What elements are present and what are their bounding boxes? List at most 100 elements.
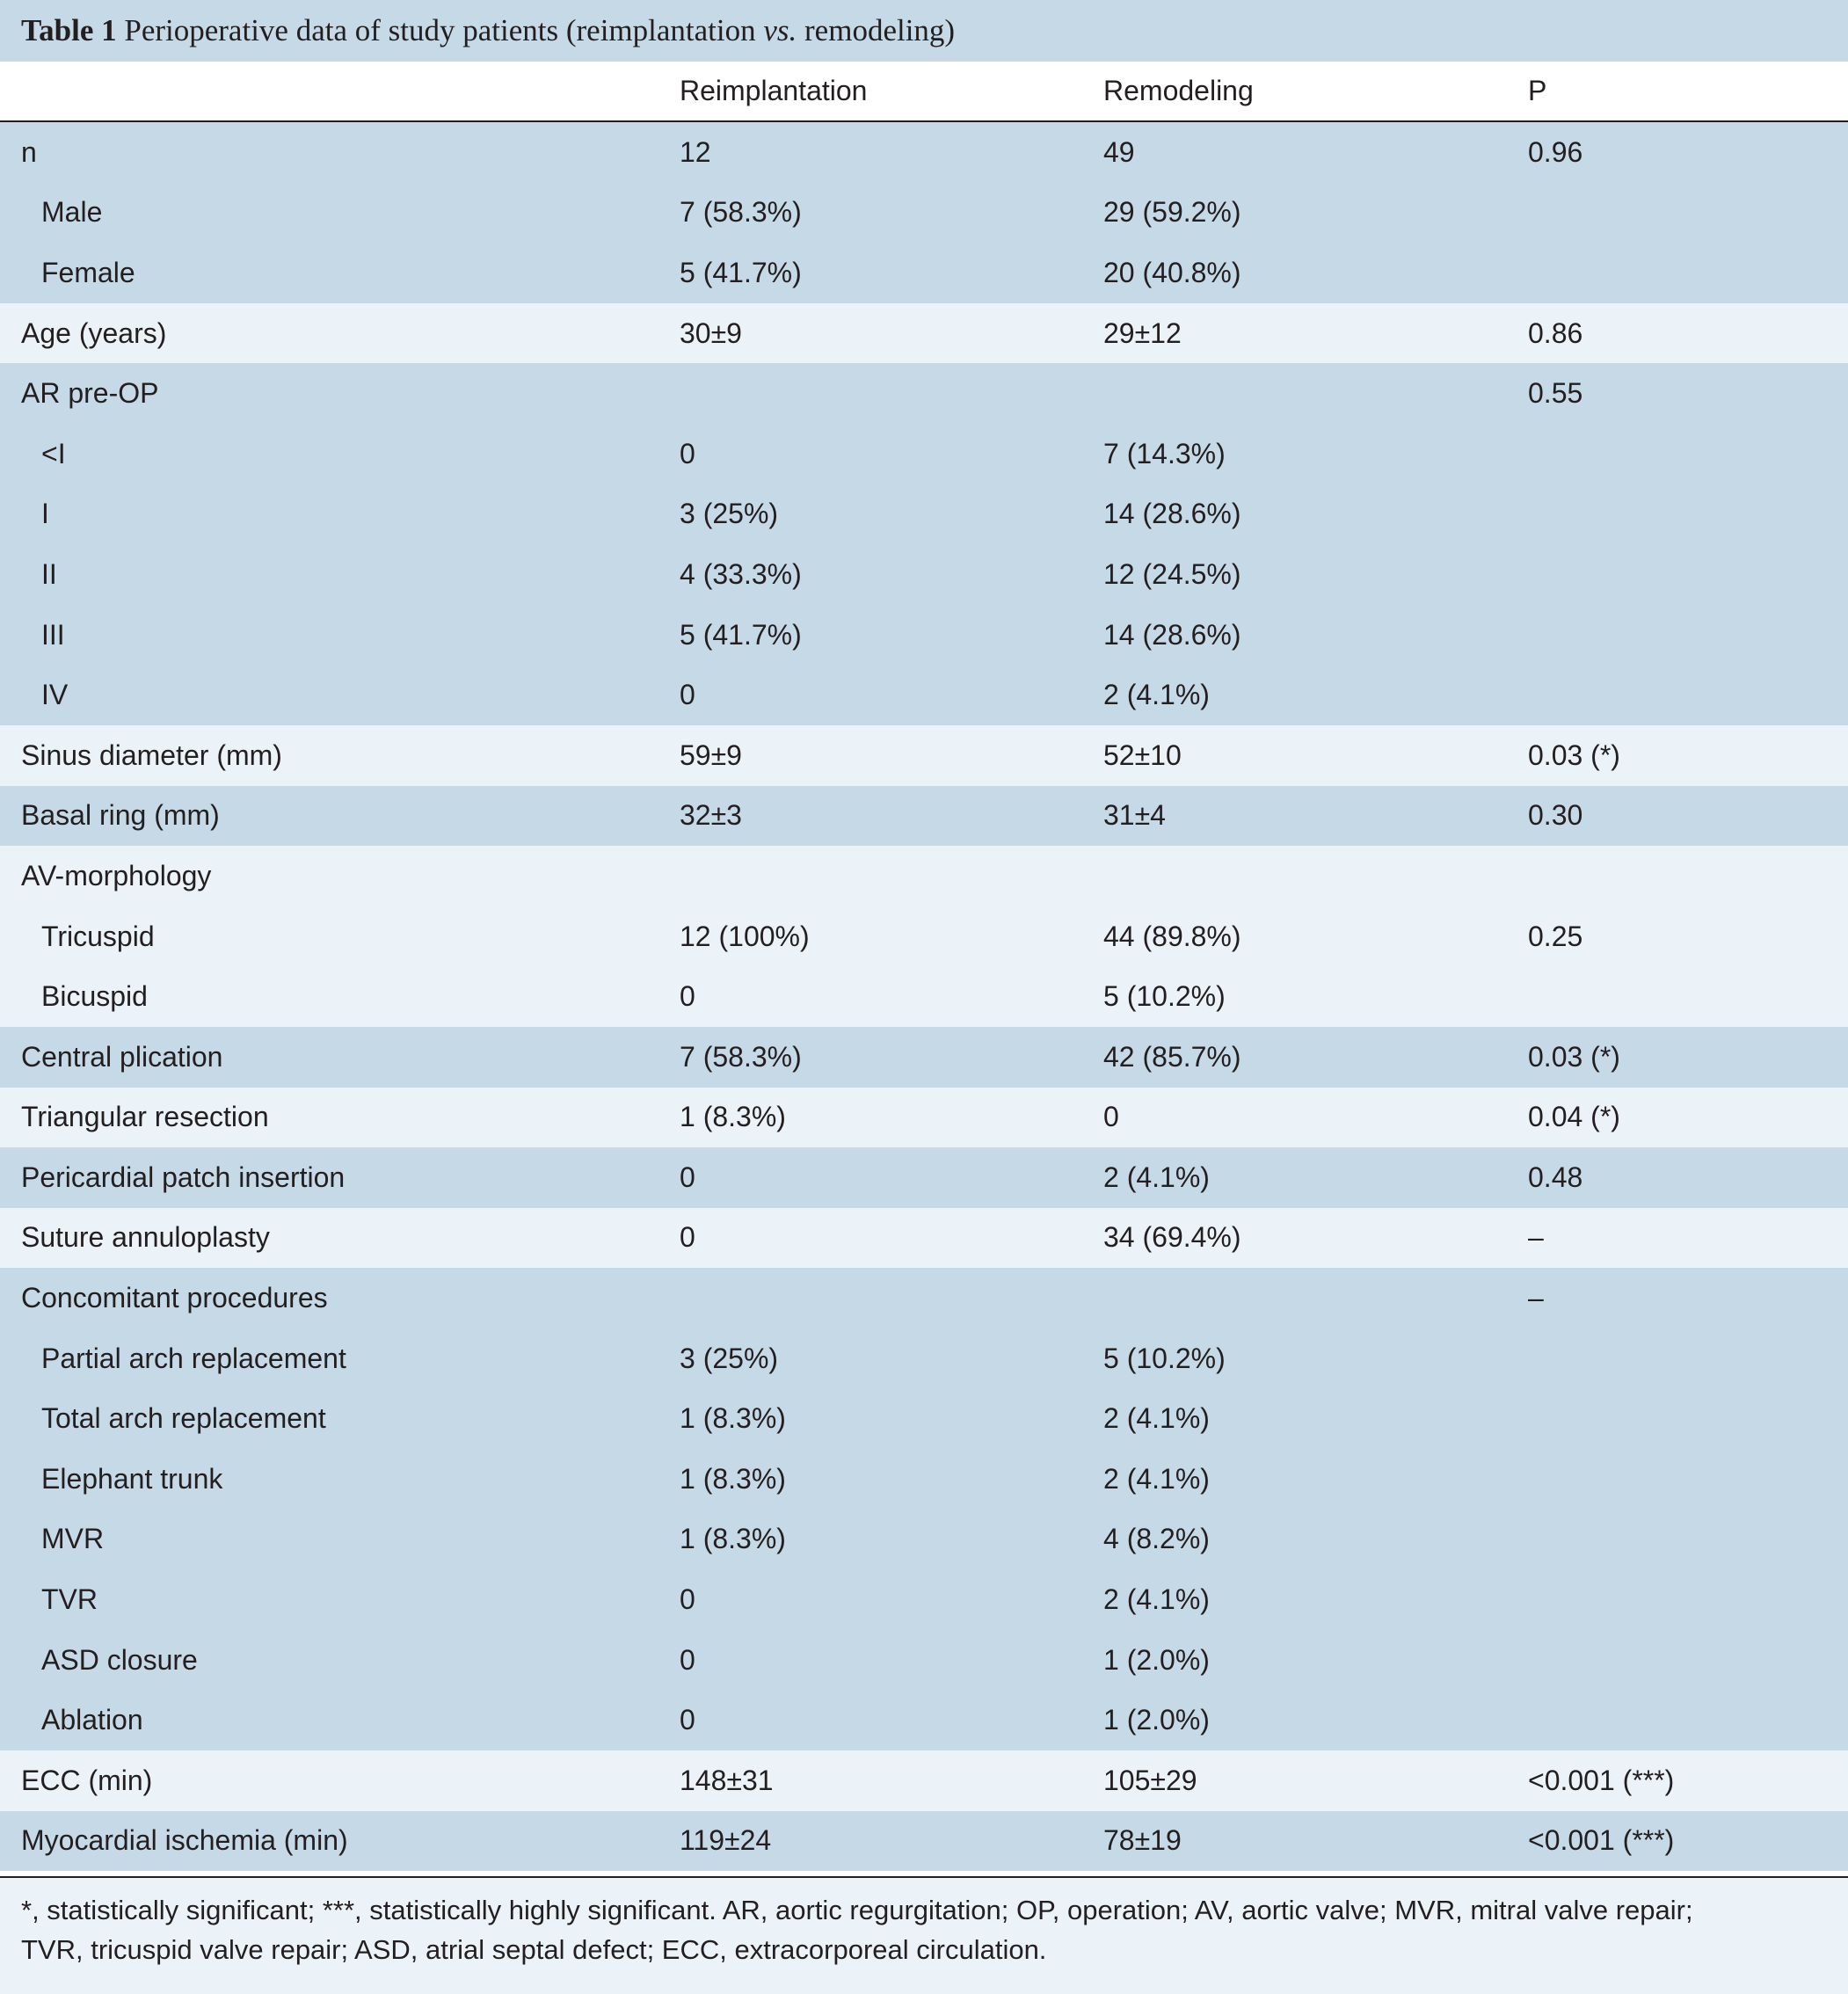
- cell-remodeling: 20 (40.8%): [1103, 256, 1241, 288]
- header-remodeling: Remodeling: [1103, 75, 1254, 106]
- table-row: Ablation 0 1 (2.0%): [0, 1690, 1848, 1751]
- cell-remodeling: 52±10: [1103, 739, 1182, 771]
- cell-remodeling: 4 (8.2%): [1103, 1523, 1210, 1555]
- cell-reimplantation: 1 (8.3%): [680, 1462, 786, 1495]
- cell-remodeling: 34 (69.4%): [1103, 1221, 1241, 1254]
- cell-p-value: 0.30: [1528, 799, 1583, 832]
- cell-reimplantation: 0: [680, 679, 695, 711]
- table-row: Female 5 (41.7%) 20 (40.8%): [0, 243, 1848, 303]
- cell-p-value: –: [1528, 1282, 1544, 1314]
- cell-remodeling: 29 (59.2%): [1103, 196, 1241, 229]
- cell-p-value: –: [1528, 1221, 1544, 1254]
- cell-p-value: 0.03 (*): [1528, 739, 1620, 771]
- row-label: MVR: [41, 1523, 105, 1555]
- cell-reimplantation: 0: [680, 1583, 695, 1616]
- table-row: ASD closure 0 1 (2.0%): [0, 1629, 1848, 1691]
- cell-p-value: 0.04 (*): [1528, 1101, 1620, 1133]
- row-label: III: [41, 618, 65, 651]
- table-row: Pericardial patch insertion 0 2 (4.1%) 0.48: [0, 1147, 1848, 1208]
- row-label: Male: [41, 196, 103, 229]
- row-label: Basal ring (mm): [21, 799, 220, 832]
- table-caption-label: Table 1: [21, 13, 117, 47]
- table-row: III 5 (41.7%) 14 (28.6%): [0, 604, 1848, 666]
- table-row: Sinus diameter (mm) 59±9 52±10 0.03 (*): [0, 724, 1848, 786]
- cell-reimplantation: 119±24: [680, 1824, 772, 1857]
- header-reimplantation: Reimplantation: [680, 75, 868, 106]
- cell-reimplantation: 5 (41.7%): [680, 256, 802, 288]
- cell-p-value: 0.03 (*): [1528, 1040, 1620, 1073]
- cell-remodeling: 105±29: [1103, 1764, 1197, 1796]
- cell-reimplantation: 1 (8.3%): [680, 1402, 786, 1435]
- cell-remodeling: 2 (4.1%): [1103, 1402, 1210, 1435]
- footnote-line-1: *, statistically significant; ***, stati…: [21, 1895, 1693, 1925]
- cell-remodeling: 49: [1103, 135, 1135, 168]
- table-row: MVR 1 (8.3%) 4 (8.2%): [0, 1509, 1848, 1570]
- cell-p-value: <0.001 (***): [1528, 1764, 1675, 1796]
- cell-reimplantation: 1 (8.3%): [680, 1101, 786, 1133]
- row-label: TVR: [41, 1583, 98, 1616]
- cell-p-value: 0.86: [1528, 317, 1583, 349]
- row-label: AR pre-OP: [21, 377, 159, 410]
- row-label: Tricuspid: [41, 920, 155, 952]
- row-label: Sinus diameter (mm): [21, 739, 282, 771]
- cell-remodeling: 42 (85.7%): [1103, 1040, 1241, 1073]
- table-row: <I 0 7 (14.3%): [0, 423, 1848, 484]
- cell-remodeling: 2 (4.1%): [1103, 679, 1210, 711]
- cell-p-value: 0.96: [1528, 135, 1583, 168]
- row-label: Concomitant procedures: [21, 1282, 328, 1314]
- table-row: Partial arch replacement 3 (25%) 5 (10.2%): [0, 1328, 1848, 1389]
- table-row: TVR 0 2 (4.1%): [0, 1569, 1848, 1630]
- table-row: Tricuspid 12 (100%) 44 (89.8%) 0.25: [0, 906, 1848, 967]
- cell-p-value: 0.48: [1528, 1161, 1583, 1193]
- row-label: Partial arch replacement: [41, 1342, 346, 1374]
- table-caption-text-end: remodeling): [797, 13, 956, 47]
- cell-reimplantation: 0: [680, 1704, 695, 1736]
- cell-reimplantation: 12 (100%): [680, 920, 810, 952]
- table-footnote: *, statistically significant; ***, stati…: [0, 1876, 1848, 1994]
- table-caption-vs: vs.: [763, 13, 797, 47]
- table-row: Triangular resection 1 (8.3%) 0 0.04 (*): [0, 1087, 1848, 1148]
- table-row: Central plication 7 (58.3%) 42 (85.7%) 0.03…: [0, 1026, 1848, 1088]
- table-row: II 4 (33.3%) 12 (24.5%): [0, 544, 1848, 605]
- cell-p-value: 0.55: [1528, 377, 1583, 410]
- cell-remodeling: 78±19: [1103, 1824, 1182, 1857]
- row-label: AV-morphology: [21, 859, 212, 891]
- table-row: n 12 49 0.96: [0, 122, 1848, 183]
- row-label: Female: [41, 256, 135, 288]
- footnote-line-2: TVR, tricuspid valve repair; ASD, atrial…: [21, 1934, 1047, 1965]
- cell-reimplantation: 0: [680, 437, 695, 469]
- row-label: Elephant trunk: [41, 1462, 223, 1495]
- row-label: <I: [41, 437, 66, 469]
- table-row: ECC (min) 148±31 105±29 <0.001 (***): [0, 1750, 1848, 1811]
- cell-remodeling: 7 (14.3%): [1103, 437, 1226, 469]
- table-body: n 12 49 0.96 Male 7 (58.3%) 29 (59.2%) Female 5 …: [0, 122, 1848, 1872]
- table-row: Bicuspid 0 5 (10.2%): [0, 966, 1848, 1027]
- cell-reimplantation: 7 (58.3%): [680, 1040, 802, 1073]
- cell-remodeling: 14 (28.6%): [1103, 498, 1241, 530]
- cell-remodeling: 14 (28.6%): [1103, 618, 1241, 651]
- table-header-row: Reimplantation Remodeling P: [0, 62, 1848, 122]
- row-label: IV: [41, 679, 69, 711]
- cell-remodeling: 0: [1103, 1101, 1119, 1133]
- table-row: Elephant trunk 1 (8.3%) 2 (4.1%): [0, 1449, 1848, 1510]
- row-label: Suture annuloplasty: [21, 1221, 270, 1254]
- table-row: Myocardial ischemia (min) 119±24 78±19 <0.0…: [0, 1810, 1848, 1872]
- cell-remodeling: 1 (2.0%): [1103, 1704, 1210, 1736]
- cell-remodeling: 5 (10.2%): [1103, 1342, 1226, 1374]
- table-caption-text: Perioperative data of study patients (re…: [116, 13, 764, 47]
- table-row: AR pre-OP 0.55: [0, 363, 1848, 424]
- cell-reimplantation: 0: [680, 980, 695, 1013]
- cell-reimplantation: 4 (33.3%): [680, 557, 802, 590]
- row-label: Myocardial ischemia (min): [21, 1824, 348, 1857]
- cell-reimplantation: 0: [680, 1643, 695, 1676]
- cell-remodeling: 29±12: [1103, 317, 1182, 349]
- cell-reimplantation: 5 (41.7%): [680, 618, 802, 651]
- cell-reimplantation: 7 (58.3%): [680, 196, 802, 229]
- row-label: Pericardial patch insertion: [21, 1161, 346, 1193]
- table-caption: Table 1 Perioperative data of study pati…: [0, 0, 1848, 62]
- row-label: Triangular resection: [21, 1101, 269, 1133]
- cell-reimplantation: 3 (25%): [680, 1342, 779, 1374]
- row-label: Ablation: [41, 1704, 143, 1736]
- header-p: P: [1528, 75, 1547, 106]
